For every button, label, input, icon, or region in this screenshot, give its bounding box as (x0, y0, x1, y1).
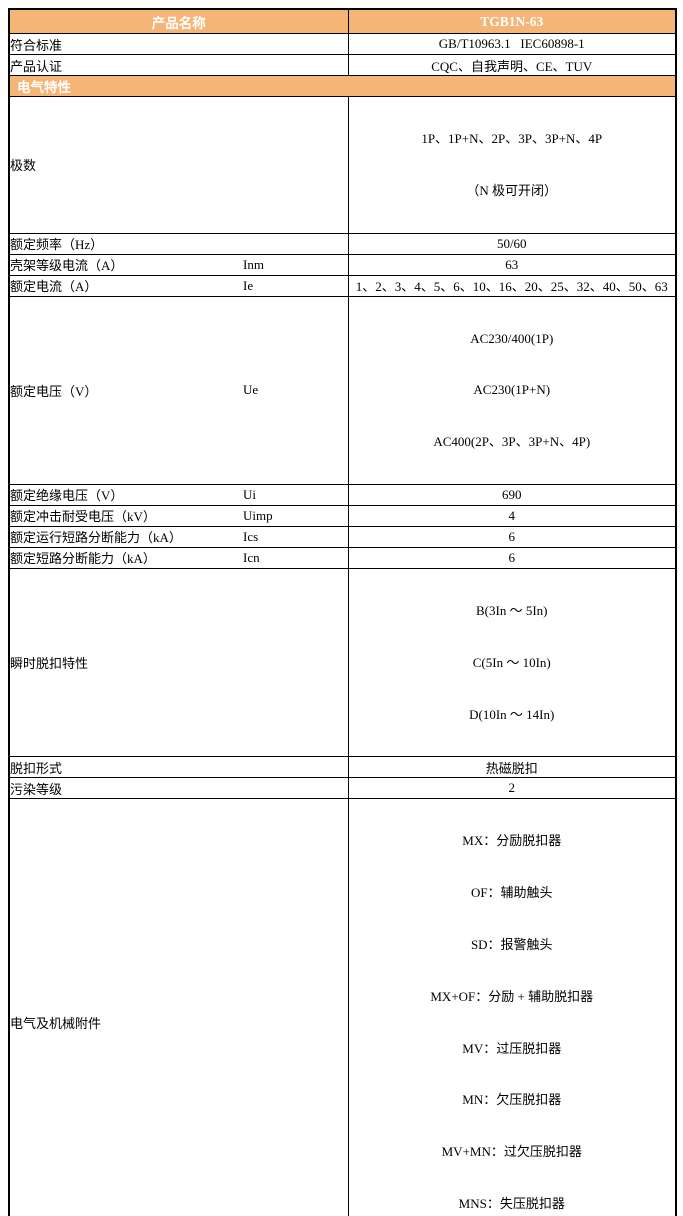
row-value: 热磁脱扣 (347, 756, 677, 779)
row-trip-type: 脱扣形式 热磁脱扣 (8, 756, 677, 779)
row-label: 壳架等级电流（A） (10, 258, 124, 274)
value-line: （N 极可开闭） (466, 182, 558, 198)
row-impulse-voltage: 额定冲击耐受电压（kV） Uimp 4 (8, 504, 677, 527)
spec-table-page: 产品名称 TGB1N-63 符合标准 GB/T10963.1 IEC60898-… (8, 8, 677, 1216)
row-value: MX：分励脱扣器 OF：辅助触头 SD：报警触头 MX+OF：分励 + 辅助脱扣… (347, 798, 677, 1216)
value-line: AC230(1P+N) (473, 382, 551, 398)
row-label: 瞬时脱扣特性 (10, 656, 89, 672)
product-spec-table: 产品名称 TGB1N-63 符合标准 GB/T10963.1 IEC60898-… (8, 8, 677, 1216)
row-label: 电气及机械附件 (10, 1016, 102, 1032)
row-symbol: Ie (243, 277, 254, 293)
row-value: 1P、1P+N、2P、3P、3P+N、4P （N 极可开闭） (347, 96, 677, 234)
row-value: 2 (347, 777, 677, 800)
row-value: GB/T10963.1 IEC60898-1 (347, 33, 677, 55)
row-label: 符合标准 (10, 37, 63, 53)
product-model-header: TGB1N-63 (347, 8, 677, 34)
row-label: 额定冲击耐受电压（kV） (10, 509, 156, 525)
table-header-row: 产品名称 TGB1N-63 (8, 8, 677, 34)
row-icn: 额定短路分断能力（kA） Icn 6 (8, 546, 677, 569)
row-symbol: Uimp (243, 507, 273, 523)
value-line: MX+OF：分励 + 辅助脱扣器 (430, 988, 594, 1004)
row-value: 50/60 (347, 232, 677, 255)
section-electrical: 电气特性 (8, 75, 677, 97)
row-frame-current: 壳架等级电流（A） Inm 63 (8, 253, 677, 276)
value-line: MV+MN：过欠压脱扣器 (441, 1144, 582, 1160)
row-poles: 极数 1P、1P+N、2P、3P、3P+N、4P （N 极可开闭） (8, 96, 677, 234)
row-trip-curve: 瞬时脱扣特性 B(3In ～ 5In) C(5In ～ 10In) D(10In… (8, 567, 677, 758)
row-certification: 产品认证 CQC、自我声明、CE、TUV (8, 54, 677, 76)
row-value: 690 (347, 483, 677, 506)
value-line: MV：过压脱扣器 (462, 1040, 562, 1056)
value-line: D(10In ～ 14In) (469, 706, 555, 722)
row-symbol: Ics (243, 528, 259, 544)
row-ics: 额定运行短路分断能力（kA） Ics 6 (8, 525, 677, 548)
row-label: 脱扣形式 (10, 760, 63, 776)
row-label: 额定短路分断能力（kA） (10, 551, 156, 567)
row-standards: 符合标准 GB/T10963.1 IEC60898-1 (8, 33, 677, 55)
row-symbol: Ui (243, 486, 256, 502)
row-pollution: 污染等级 2 (8, 777, 677, 800)
row-label: 产品认证 (10, 58, 63, 74)
row-value: 4 (347, 504, 677, 527)
row-value: AC230/400(1P) AC230(1P+N) AC400(2P、3P、3P… (347, 295, 677, 485)
row-symbol: Ue (243, 382, 259, 398)
row-value: 63 (347, 253, 677, 276)
value-line: MX：分励脱扣器 (462, 833, 562, 849)
value-line: SD：报警触头 (470, 936, 553, 952)
row-label: 极数 (10, 158, 37, 174)
row-insulation-voltage: 额定绝缘电压（V） Ui 690 (8, 483, 677, 506)
row-rated-voltage: 额定电压（V） Ue AC230/400(1P) AC230(1P+N) AC4… (8, 295, 677, 485)
row-value: B(3In ～ 5In) C(5In ～ 10In) D(10In ～ 14In… (347, 567, 677, 758)
row-label: 额定电流（A） (10, 279, 98, 295)
value-line: C(5In ～ 10In) (472, 654, 551, 670)
value-line: B(3In ～ 5In) (476, 602, 548, 618)
section-title: 电气特性 (8, 75, 677, 97)
row-value: 1、2、3、4、5、6、10、16、20、25、32、40、50、63 (347, 274, 677, 297)
value-line: AC230/400(1P) (470, 330, 554, 346)
row-label: 额定电压（V） (10, 383, 98, 399)
value-line: 1P、1P+N、2P、3P、3P+N、4P (421, 131, 603, 146)
row-label: 额定绝缘电压（V） (10, 488, 124, 504)
value-line: MNS：失压脱扣器 (458, 1195, 565, 1211)
value-line: OF：辅助触头 (470, 885, 553, 901)
row-label: 污染等级 (10, 781, 63, 797)
row-label: 额定频率（Hz） (10, 237, 104, 253)
row-symbol: Inm (243, 256, 264, 272)
product-name-header: 产品名称 (8, 8, 349, 34)
row-accessories: 电气及机械附件 MX：分励脱扣器 OF：辅助触头 SD：报警触头 MX+OF：分… (8, 798, 677, 1216)
value-line: MN：欠压脱扣器 (462, 1092, 562, 1108)
row-label: 额定运行短路分断能力（kA） (10, 530, 182, 546)
value-line: AC400(2P、3P、3P+N、4P) (433, 434, 591, 450)
row-frequency: 额定频率（Hz） 50/60 (8, 232, 677, 255)
row-value: 6 (347, 525, 677, 548)
row-rated-current: 额定电流（A） Ie 1、2、3、4、5、6、10、16、20、25、32、40… (8, 274, 677, 297)
row-value: 6 (347, 546, 677, 569)
row-symbol: Icn (243, 549, 260, 565)
row-value: CQC、自我声明、CE、TUV (347, 54, 677, 76)
